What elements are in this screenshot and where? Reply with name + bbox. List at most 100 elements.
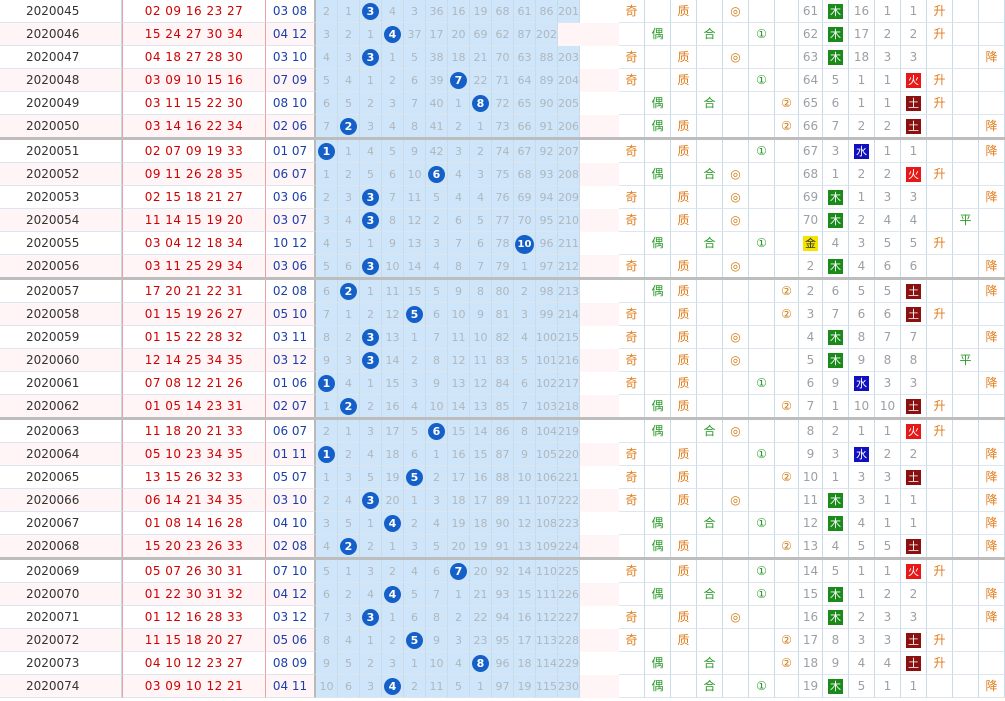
miss-count: 211 <box>558 237 579 250</box>
position-cell: 14 <box>404 255 426 278</box>
trend-up-mark: 升 <box>933 656 946 670</box>
position-cell: 7 <box>426 326 448 349</box>
attribute-cell: 偶 <box>645 232 671 255</box>
attribute-cell: 17 <box>799 629 823 652</box>
position-cell: 222 <box>558 489 580 512</box>
attribute-cell <box>749 186 775 209</box>
miss-count: 1 <box>367 517 374 530</box>
attribute-cell <box>671 163 697 186</box>
wood-element-mark: 木 <box>828 587 843 602</box>
attribute-cell <box>953 232 979 255</box>
table-row: 2020074 03 09 10 12 21 04 11 10 6 3 4 2 11 5 1 97 19… <box>0 675 1005 698</box>
hit-ball: 3 <box>362 49 379 66</box>
element-miss: 5 <box>857 679 866 693</box>
attribute-cell: ◎ <box>723 255 749 278</box>
miss-count: 7 <box>323 308 330 321</box>
attribute-cell <box>723 395 749 418</box>
attribute-cell <box>775 420 799 443</box>
position-cell: 11 <box>448 326 470 349</box>
miss-count: 95 <box>539 214 554 227</box>
composite-mark: 合 <box>703 424 716 438</box>
position-cell: 3 <box>360 255 382 278</box>
element-miss: 4 <box>857 516 866 530</box>
miss-count: 8 <box>477 285 484 298</box>
position-cell: 18 <box>470 512 492 535</box>
position-cell: 69 <box>470 23 492 46</box>
attribute-cell: 3 <box>875 629 901 652</box>
mod-1-mark: ① <box>756 564 767 578</box>
position-cell: 2 <box>404 512 426 535</box>
attribute-cell <box>775 372 799 395</box>
attribute-cell: 3 <box>849 629 875 652</box>
attribute-cell: 火 <box>901 69 927 92</box>
position-cell: 92 <box>536 140 558 163</box>
miss-count: 13 <box>517 540 532 553</box>
position-cell: 16 <box>382 395 404 418</box>
attribute-cell: 1 <box>875 69 901 92</box>
position-cell: 8 <box>448 255 470 278</box>
issue-number: 2020046 <box>0 23 122 46</box>
miss-count: 3 <box>455 634 462 647</box>
element-miss: 6 <box>883 307 892 321</box>
attribute-cell: 降 <box>979 489 1005 512</box>
attribute-cell: 5 <box>823 560 849 583</box>
miss-count: 207 <box>558 145 579 158</box>
miss-count: 98 <box>539 285 554 298</box>
element-miss: 1 <box>909 679 918 693</box>
miss-count: 9 <box>389 237 396 250</box>
blue-numbers: 02 08 <box>266 280 316 303</box>
attribute-cell <box>927 255 953 278</box>
miss-count: 89 <box>539 74 554 87</box>
attribute-cell: 木 <box>823 583 849 606</box>
hit-ball: 1 <box>318 375 335 392</box>
hit-ball: 7 <box>450 563 467 580</box>
blue-numbers: 04 11 <box>266 675 316 698</box>
miss-count: 11 <box>473 354 488 367</box>
hit-ball: 2 <box>340 118 357 135</box>
red-numbers: 03 11 25 29 34 <box>122 255 266 278</box>
attribute-cell <box>619 23 645 46</box>
miss-count: 7 <box>411 97 418 110</box>
attribute-cell: 2 <box>849 115 875 138</box>
attribute-cell <box>979 420 1005 443</box>
miss-count: 3 <box>367 680 374 693</box>
prime-mark: 质 <box>677 376 690 390</box>
position-cell: 3 <box>338 466 360 489</box>
element-miss: 3 <box>909 610 918 624</box>
earth-element-mark: 土 <box>906 307 921 322</box>
miss-count: 4 <box>345 214 352 227</box>
table-row: 2020052 09 11 26 28 35 06 07 1 2 5 6 10 6 4 3 75 68 9… <box>0 163 1005 186</box>
trend-down-mark: 降 <box>985 376 998 390</box>
attribute-cell: 质 <box>671 140 697 163</box>
miss-count: 20 <box>451 28 466 41</box>
attribute-cell <box>697 326 723 349</box>
miss-count: 70 <box>517 214 532 227</box>
blue-numbers: 06 07 <box>266 163 316 186</box>
hit-ball: 6 <box>428 166 445 183</box>
element-miss: 69 <box>802 190 819 204</box>
even-mark: 偶 <box>651 236 664 250</box>
miss-count: 9 <box>323 657 330 670</box>
position-cell: 4 <box>338 629 360 652</box>
position-cell: 6 <box>404 606 426 629</box>
position-cell: 4 <box>338 489 360 512</box>
attribute-cell: 3 <box>901 46 927 69</box>
attribute-cell: 6 <box>849 303 875 326</box>
attribute-cell: 偶 <box>645 163 671 186</box>
attribute-cell: 7 <box>799 395 823 418</box>
miss-count: 18 <box>451 51 466 64</box>
attribute-cell <box>775 163 799 186</box>
blue-numbers: 05 10 <box>266 303 316 326</box>
composite-mark: 合 <box>703 236 716 250</box>
miss-count: 3 <box>455 145 462 158</box>
element-miss: 3 <box>883 610 892 624</box>
miss-count: 3 <box>367 565 374 578</box>
attribute-cell: 2 <box>799 255 823 278</box>
attribute-cell: 偶 <box>645 652 671 675</box>
mod-0-mark: ◎ <box>730 493 741 507</box>
attribute-cell <box>749 326 775 349</box>
trend-down-mark: 降 <box>985 330 998 344</box>
table-row: 2020051 02 07 09 19 33 01 07 1 1 4 5 9 42 3 2 74 67 9… <box>0 140 1005 163</box>
miss-count: 1 <box>345 5 352 18</box>
position-cell: 228 <box>558 629 580 652</box>
